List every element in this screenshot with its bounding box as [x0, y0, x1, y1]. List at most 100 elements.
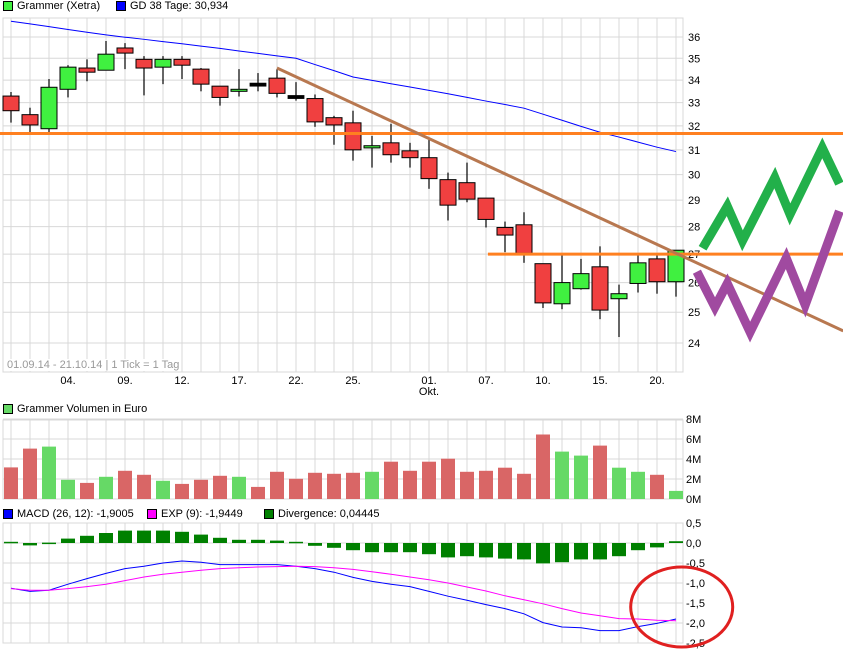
candle	[344, 110, 362, 161]
price-tick-label: 36	[688, 32, 700, 44]
divergence-bar	[574, 543, 588, 560]
candle	[553, 254, 571, 310]
legend-volume: Grammer Volumen in Euro	[3, 403, 147, 415]
volume-bar	[669, 490, 683, 499]
divergence-bar	[384, 543, 398, 553]
candle-doji	[249, 82, 267, 87]
volume-bar	[137, 474, 151, 499]
candle	[154, 56, 172, 85]
ma-swatch	[116, 1, 126, 11]
macd-swatch	[3, 509, 13, 519]
candle-body	[420, 157, 438, 180]
candle-body	[515, 224, 533, 254]
panel-frame	[2, 17, 684, 373]
volume-bar	[42, 446, 56, 499]
candle	[591, 246, 609, 320]
x-tick-label: 04.	[60, 375, 75, 387]
candle	[458, 162, 476, 203]
price-tick-label: 33	[688, 98, 700, 110]
price-tick-label: 28	[688, 222, 700, 234]
zigzag-down-scenario	[692, 209, 843, 343]
divergence-bar	[669, 541, 683, 543]
candle	[249, 73, 267, 92]
volume-bar	[555, 451, 569, 499]
legend-ma: GD 38 Tage: 30,934	[116, 0, 228, 12]
volume-bar	[308, 472, 322, 499]
divergence-bar	[346, 543, 360, 551]
volume-bar	[574, 455, 588, 499]
candle-body	[610, 293, 628, 300]
volume-bar	[327, 473, 341, 499]
candle-body	[40, 86, 58, 130]
divergence-bar	[42, 542, 56, 545]
divergence-swatch	[264, 509, 274, 519]
ma38-line	[10, 20, 677, 153]
divergence-bar	[536, 543, 550, 564]
candle-doji	[287, 95, 305, 99]
volume-bar	[384, 461, 398, 499]
volume-bar	[403, 470, 417, 499]
trendline	[276, 66, 843, 333]
candle	[572, 258, 590, 290]
divergence-bar	[498, 543, 512, 559]
candle-body	[458, 182, 476, 200]
divergence-bar	[137, 530, 151, 543]
macd-tick-label: -1,5	[686, 598, 705, 610]
volume-bar	[194, 479, 208, 499]
legend-exp-label: EXP (9): -1,9449	[161, 508, 243, 520]
candle-body	[116, 47, 134, 54]
price-tick-label: 25	[688, 307, 700, 319]
candle	[21, 107, 39, 133]
divergence-bar	[441, 543, 455, 558]
volume-bar	[289, 478, 303, 499]
candle-body	[667, 249, 685, 283]
divergence-bar	[99, 533, 113, 543]
divergence-bar	[251, 539, 265, 543]
volume-bar	[479, 470, 493, 499]
divergence-bar	[308, 543, 322, 546]
divergence-bar	[612, 543, 626, 557]
volume-bar	[422, 461, 436, 499]
candle-body	[363, 145, 381, 149]
candle	[439, 172, 457, 221]
legend-macd-label: MACD (26, 12): -1,9005	[17, 508, 134, 520]
volume-bar	[441, 458, 455, 499]
divergence-bar	[327, 543, 341, 548]
volume-bar	[593, 445, 607, 499]
date-range-note: 01.09.14 - 21.10.14 | 1 Tick = 1 Tag	[7, 359, 182, 371]
legend-volume-label: Grammer Volumen in Euro	[17, 403, 148, 415]
x-tick-label: 15.	[592, 375, 607, 387]
divergence-bar	[270, 540, 284, 543]
candle	[477, 197, 495, 228]
candle	[268, 69, 286, 98]
divergence-bar	[61, 538, 75, 543]
macd-tick-label: -2,0	[686, 618, 705, 630]
candle-body	[572, 273, 590, 290]
candle	[420, 137, 438, 189]
candle	[363, 135, 381, 168]
candle	[2, 91, 20, 123]
candle-body	[534, 263, 552, 304]
divergence-bar	[460, 543, 474, 557]
price-tick-label: 35	[688, 53, 700, 65]
legend-divergence-label: Divergence: 0,04445	[278, 508, 380, 520]
volume-bar	[517, 473, 531, 499]
legend-divergence: Divergence: 0,04445	[264, 508, 380, 520]
volume-bar	[118, 470, 132, 499]
volume-bar	[631, 471, 645, 499]
volume-bar	[650, 474, 664, 499]
zigzag-up-scenario	[698, 137, 843, 252]
divergence-bar	[194, 534, 208, 543]
volume-tick-label: 0M	[686, 494, 701, 506]
divergence-bar	[23, 543, 37, 546]
candle-body	[211, 85, 229, 98]
exp-line	[10, 565, 677, 622]
price-tick-label: 32	[688, 121, 700, 133]
candle-body	[154, 58, 172, 68]
candle	[382, 123, 400, 163]
volume-bar	[270, 471, 284, 499]
x-tick-label: 12.	[174, 375, 189, 387]
price-tick-label: 30	[688, 170, 700, 182]
candle	[610, 284, 628, 338]
